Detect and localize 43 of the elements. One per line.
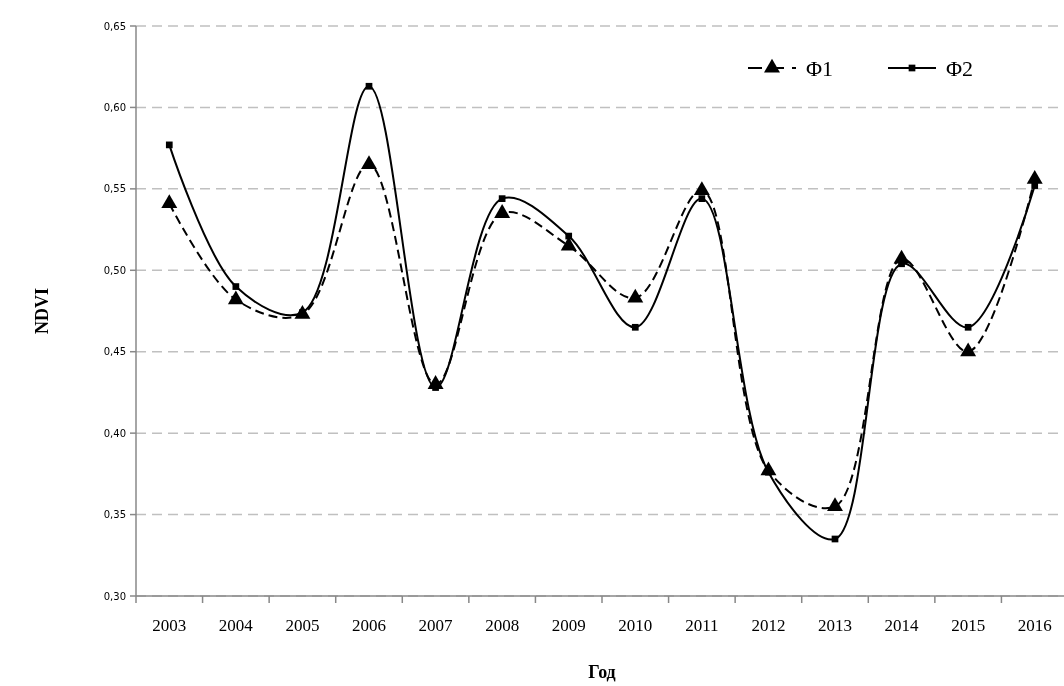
point	[964, 323, 972, 331]
x-tick-label: 2011	[685, 616, 719, 635]
x-tick-label: 2009	[551, 616, 586, 635]
point	[365, 82, 373, 90]
y-tick-label: 0,45	[103, 346, 126, 358]
point	[698, 195, 706, 202]
point	[565, 232, 573, 240]
x-tick-label: 2006	[352, 616, 386, 635]
legend-label: Φ2	[946, 56, 974, 81]
x-tick-label: 2004	[218, 616, 254, 635]
point	[631, 323, 639, 331]
point	[494, 204, 511, 218]
point	[1031, 182, 1039, 189]
point	[232, 283, 240, 290]
legend-label: Φ1	[806, 56, 834, 81]
x-tick-label: 2012	[751, 616, 786, 635]
y-tick-label: 0,65	[103, 20, 126, 32]
y-tick-label: 0,40	[103, 427, 126, 439]
x-tick-label: 2010	[618, 616, 653, 635]
x-tick-label: 2015	[951, 616, 986, 635]
point	[627, 288, 644, 303]
y-tick-label: 0,30	[103, 590, 126, 602]
point	[693, 181, 710, 196]
point	[361, 155, 377, 170]
x-tick-label: 2016	[1017, 616, 1052, 635]
x-axis-title: Год	[588, 662, 616, 682]
point	[498, 195, 506, 202]
point	[960, 342, 977, 357]
x-tick-label: 2003	[152, 616, 187, 635]
x-tick-label: 2007	[418, 616, 454, 635]
x-tick-label: 2014	[884, 616, 920, 635]
point	[161, 194, 178, 209]
y-tick-label: 0,60	[103, 101, 126, 113]
x-tick-label: 2008	[485, 616, 520, 635]
y-axis-title: NDVI	[32, 287, 52, 335]
x-tick-label: 2005	[285, 616, 320, 635]
y-tick-label: 0,35	[103, 509, 126, 521]
x-tick-label: 2013	[818, 616, 852, 635]
point	[227, 290, 244, 305]
point	[827, 497, 843, 512]
point	[165, 141, 173, 149]
y-tick-label: 0,50	[103, 264, 126, 276]
y-tick-label: 0,55	[103, 183, 126, 195]
